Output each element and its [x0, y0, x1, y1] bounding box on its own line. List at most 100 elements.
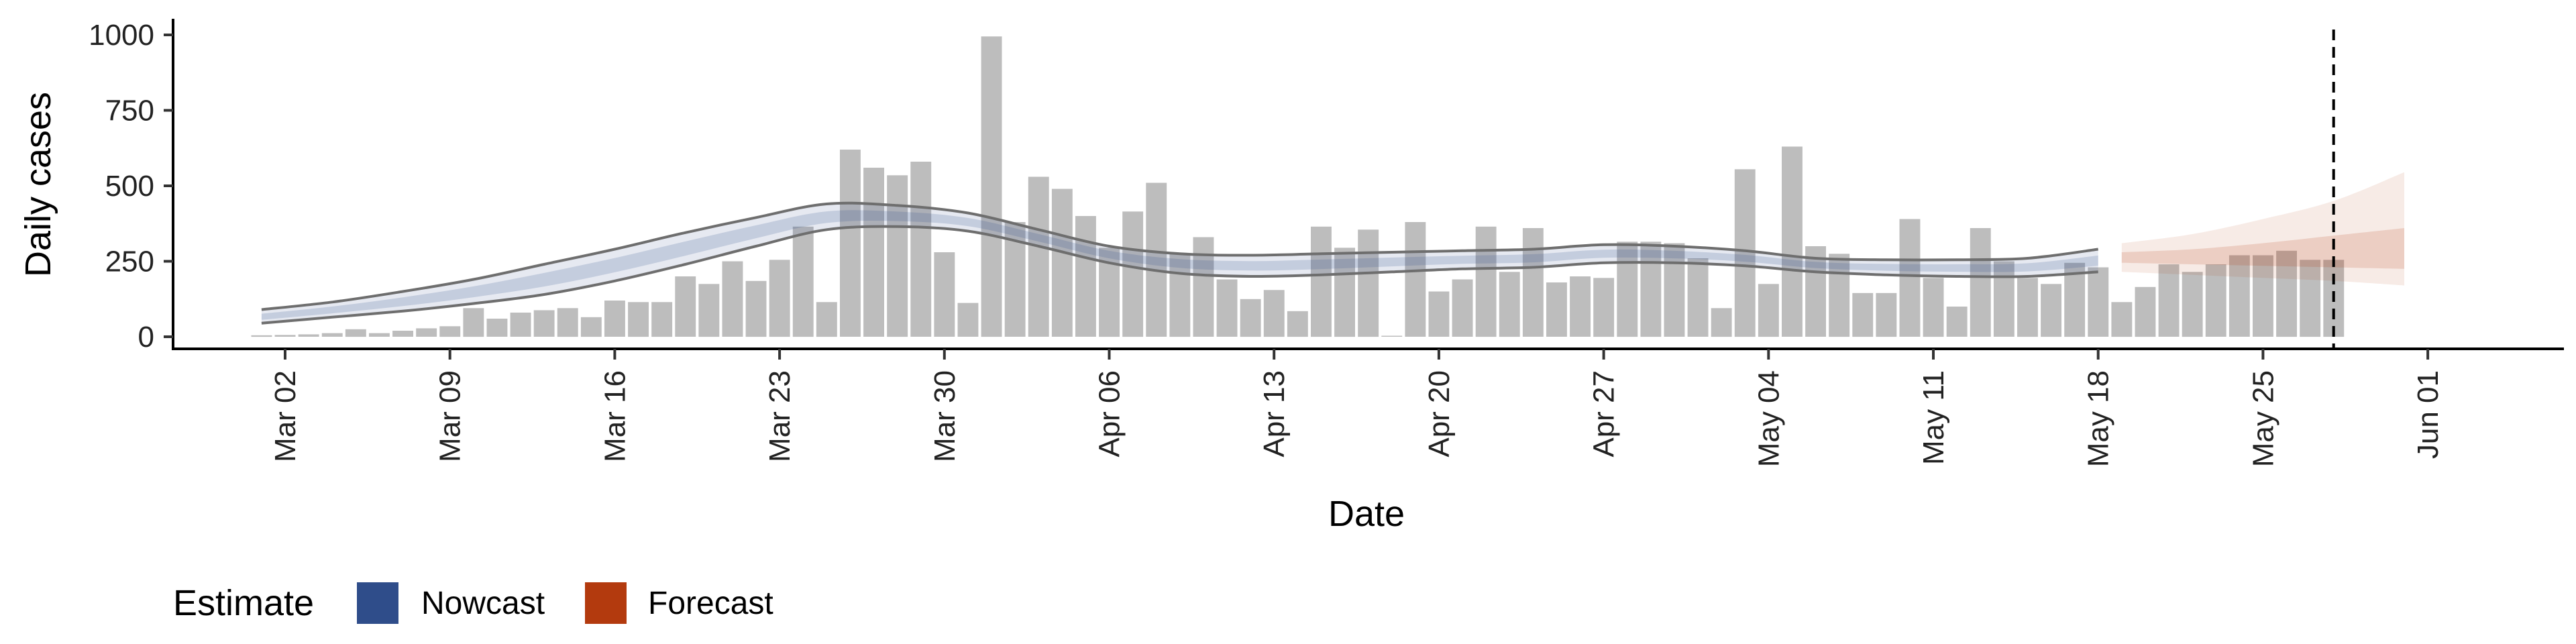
- legend: Estimate Nowcast Forecast: [173, 582, 773, 624]
- legend-swatch-nowcast: [357, 582, 398, 624]
- bar: [1923, 278, 1944, 337]
- bar: [1146, 182, 1167, 337]
- bar: [1405, 222, 1426, 337]
- y-tick-label: 500: [105, 170, 154, 203]
- nowcast-upper-line: [261, 201, 2098, 311]
- bar: [1051, 189, 1073, 337]
- bar: [769, 260, 790, 337]
- x-tick-label: Mar 09: [434, 370, 467, 462]
- bar: [1075, 216, 1096, 337]
- bar: [274, 335, 296, 337]
- bar: [792, 226, 814, 337]
- bar: [439, 326, 461, 337]
- bar: [298, 334, 319, 337]
- bar: [1570, 276, 1591, 337]
- bar: [1122, 211, 1144, 337]
- bar: [745, 280, 767, 337]
- bar: [2300, 260, 2321, 337]
- bar: [1193, 237, 1214, 337]
- bar: [345, 329, 366, 337]
- bar: [722, 261, 743, 337]
- bar: [1899, 219, 1921, 337]
- bar: [1734, 169, 1756, 337]
- x-ticks: Mar 02 Mar 09 Mar 16 Mar 23 Mar 30 Apr 06 Apr …: [269, 349, 2445, 467]
- bar: [2135, 286, 2156, 337]
- bar: [2017, 278, 2038, 337]
- bar: [1240, 299, 1261, 337]
- bar: [2088, 267, 2109, 337]
- bar: [1499, 272, 1520, 337]
- bar: [1452, 279, 1473, 337]
- bar: [2158, 264, 2180, 337]
- bar: [2276, 250, 2297, 337]
- bar: [1664, 243, 1685, 337]
- lines-layer: [261, 201, 2098, 325]
- legend-title: Estimate: [173, 583, 314, 623]
- bar: [1311, 226, 1332, 337]
- y-axis-title: Daily cases: [18, 92, 58, 277]
- bar: [1993, 261, 2015, 337]
- nowcast-ribbon-inner: [261, 210, 2098, 320]
- bar: [1028, 176, 1049, 337]
- bar: [1946, 307, 1968, 337]
- bar: [369, 333, 390, 337]
- bar: [392, 331, 413, 337]
- x-axis-title: Date: [1328, 494, 1405, 534]
- forecast-ribbon-outer: [2121, 172, 2404, 286]
- bar: [1829, 254, 1850, 337]
- bar: [1263, 290, 1285, 337]
- bar: [887, 175, 908, 337]
- bar: [533, 310, 555, 337]
- x-tick-label: May 18: [2082, 370, 2115, 467]
- y-tick-label: 0: [138, 321, 154, 354]
- bar: [1805, 246, 1826, 337]
- bar: [2205, 264, 2226, 337]
- bar: [628, 302, 649, 337]
- x-tick-label: Mar 02: [269, 370, 302, 462]
- bar: [416, 328, 437, 337]
- bar: [1169, 254, 1191, 337]
- bar: [651, 302, 673, 337]
- y-tick-label: 250: [105, 246, 154, 278]
- y-ticks: 0 250 500 750 1000: [89, 19, 173, 354]
- x-tick-label: Jun 01: [2412, 370, 2445, 459]
- x-tick-label: Mar 16: [598, 370, 631, 462]
- bar: [1546, 282, 1567, 337]
- bar: [1711, 308, 1732, 337]
- bar: [1687, 258, 1709, 337]
- bar: [1640, 241, 1662, 337]
- bar: [251, 335, 272, 337]
- bar: [1522, 228, 1544, 337]
- legend-swatch-forecast: [585, 582, 627, 624]
- bar: [816, 302, 837, 337]
- bar: [1617, 241, 1638, 337]
- bar: [1876, 292, 1897, 337]
- y-tick-label: 750: [105, 95, 154, 127]
- bar: [1216, 279, 1238, 337]
- bar: [1358, 229, 1379, 337]
- x-tick-label: Apr 06: [1093, 370, 1126, 458]
- bar: [2182, 272, 2203, 337]
- bar: [1852, 292, 1874, 337]
- bar: [1782, 146, 1803, 337]
- bar: [486, 319, 508, 337]
- bars-layer: [251, 36, 2345, 337]
- bar: [510, 313, 531, 337]
- x-tick-label: Apr 20: [1423, 370, 1456, 458]
- bar: [1970, 228, 1991, 337]
- bar: [1758, 284, 1779, 337]
- y-tick-label: 1000: [89, 19, 154, 52]
- bar: [675, 276, 696, 337]
- nowcast-ribbon-outer: [261, 203, 2098, 323]
- bar: [557, 308, 578, 337]
- bar: [2111, 302, 2133, 337]
- legend-label-nowcast: Nowcast: [421, 586, 545, 621]
- bar: [1593, 278, 1615, 337]
- bar: [698, 284, 720, 337]
- bar: [321, 333, 343, 337]
- nowcast-lower-line: [261, 225, 2098, 325]
- x-tick-label: May 25: [2247, 370, 2279, 467]
- bar: [1287, 311, 1308, 337]
- x-tick-label: Mar 30: [928, 370, 961, 462]
